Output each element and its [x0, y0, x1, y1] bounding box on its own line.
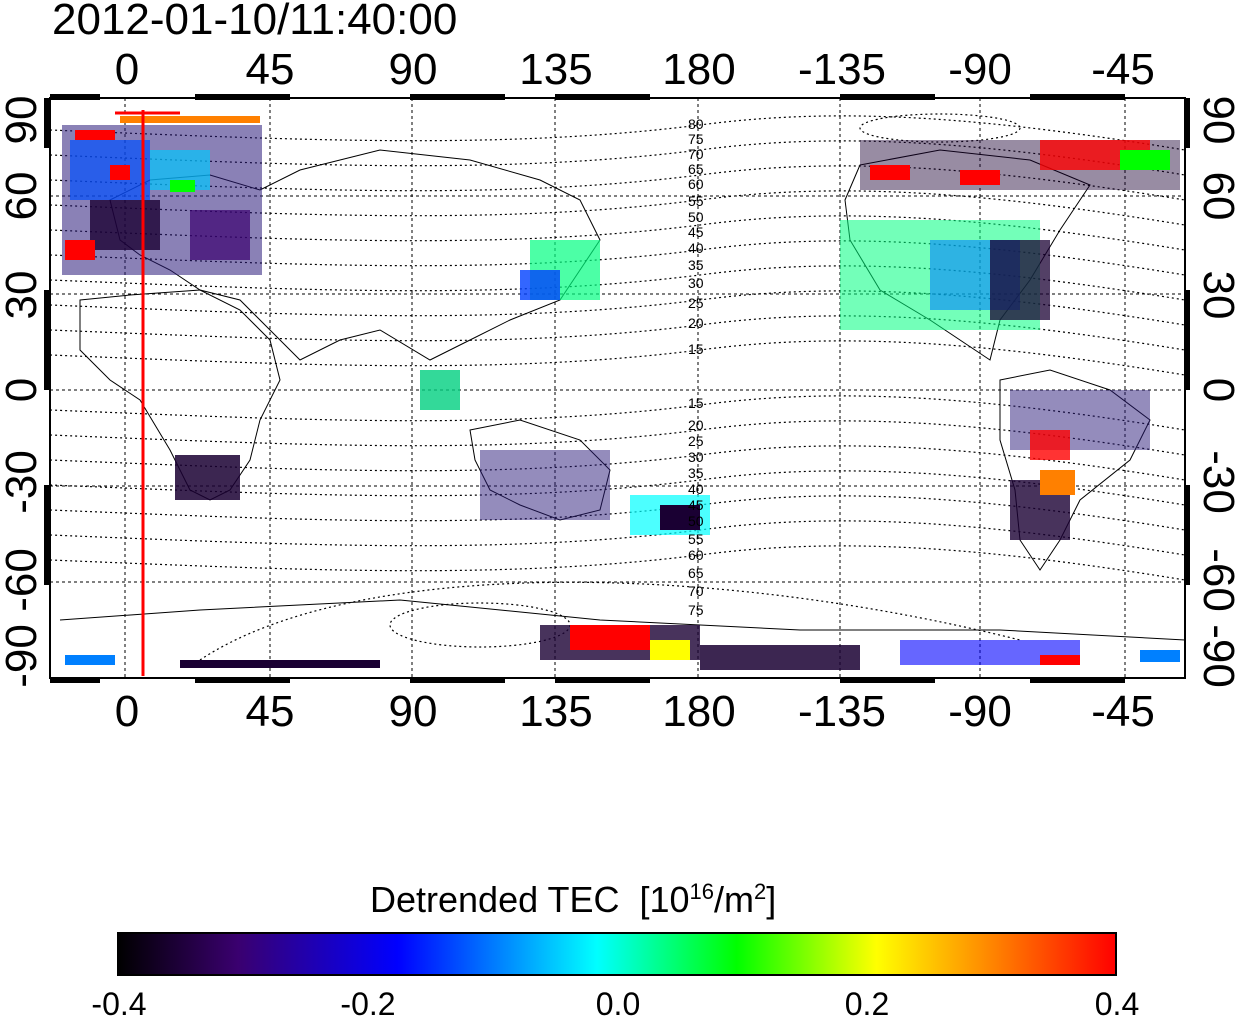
lon-tick-bottom: -45: [1091, 687, 1155, 736]
mag-lat-label: 25: [688, 295, 704, 311]
lon-tick-top: -90: [948, 45, 1012, 94]
colorbar-unit-prefix: [10: [639, 879, 690, 920]
lon-tick-top: -135: [797, 45, 887, 94]
colorbar-tick: -0.4: [91, 986, 147, 1022]
lon-tick-top: 90: [388, 45, 438, 94]
mag-lat-label: 20: [688, 315, 704, 331]
lon-tick-bottom: 90: [388, 687, 438, 736]
lat-lon-grid: [50, 98, 1185, 678]
lon-tick-bottom: -135: [797, 687, 887, 736]
mag-lat-label: 70: [688, 146, 704, 162]
colorbar: [117, 932, 1117, 976]
mag-lat-label: 80: [688, 116, 704, 132]
map-title: 2012-01-10/11:40:00: [52, 0, 458, 44]
mag-lat-label: 15: [688, 395, 704, 411]
colorbar-unit-exp2: 2: [754, 879, 767, 904]
lon-tick-top: 135: [519, 45, 593, 94]
lon-tick-bottom: 180: [662, 687, 736, 736]
mag-lat-label: 35: [688, 257, 704, 273]
colorbar-tick: 0.2: [844, 986, 890, 1022]
mag-lat-label: 60: [688, 547, 704, 563]
colorbar-tick: 0.4: [1094, 986, 1140, 1022]
axis-bars: [44, 94, 1190, 683]
colorbar-unit-mid: /m: [714, 879, 755, 920]
lon-tick-top: 45: [245, 45, 295, 94]
mag-lat-label: 70: [688, 583, 704, 599]
lon-tick-bottom: -90: [948, 687, 1012, 736]
colorbar-title: Detrended TEC [1016/m2]: [370, 870, 776, 922]
tec-data-points: [62, 116, 1180, 670]
mag-lat-label: 35: [688, 465, 704, 481]
lon-tick-bottom: 0: [114, 687, 140, 736]
mag-lat-label: 45: [688, 224, 704, 240]
colorbar-tick: -0.2: [340, 986, 396, 1022]
colorbar-unit-suffix: ]: [766, 879, 777, 920]
mag-lat-label: 65: [688, 161, 704, 177]
lon-tick-top: 180: [662, 45, 736, 94]
mag-lat-label: 30: [688, 449, 704, 465]
mag-lat-label: 15: [688, 341, 704, 357]
mag-lat-label: 45: [688, 497, 704, 513]
mag-lat-label: 75: [688, 602, 704, 618]
lon-tick-bottom: 135: [519, 687, 593, 736]
mag-lat-label: 55: [688, 531, 704, 547]
colorbar-tick: 0.0: [595, 986, 641, 1022]
mag-lat-label: 75: [688, 131, 704, 147]
lon-tick-bottom: 45: [245, 687, 295, 736]
mag-lat-label: 40: [688, 240, 704, 256]
colorbar-title-text: Detrended TEC: [370, 879, 620, 920]
colorbar-unit-exp: 16: [689, 879, 715, 904]
mag-lat-label: 60: [688, 176, 704, 192]
lon-tick-top: -45: [1091, 45, 1155, 94]
lon-tick-top: 0: [114, 45, 140, 94]
mag-lat-label: 50: [688, 513, 704, 529]
mag-lat-label: 30: [688, 275, 704, 291]
colorbar-gradient: [117, 932, 1117, 976]
mag-lat-label: 65: [688, 565, 704, 581]
mag-lat-label: 50: [688, 209, 704, 225]
mag-lat-label: 40: [688, 481, 704, 497]
mag-lat-label: 25: [688, 433, 704, 449]
mag-lat-label: 55: [688, 193, 704, 209]
mag-lat-label: 20: [688, 417, 704, 433]
